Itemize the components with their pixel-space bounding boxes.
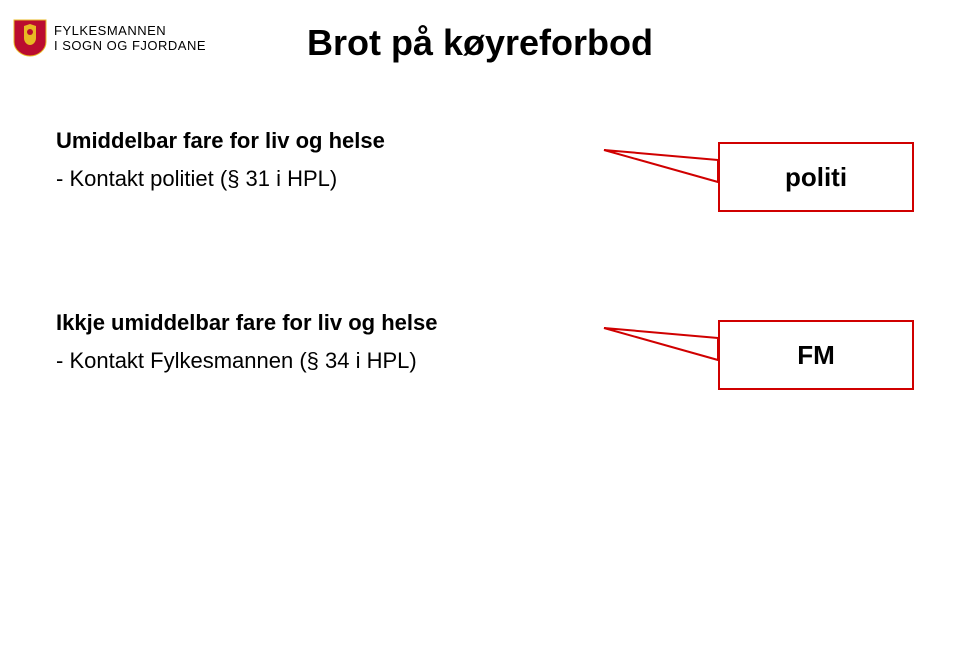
callout2-label: FM (797, 340, 835, 371)
slide: FYLKESMANNEN I SOGN OG FJORDANE Brot på … (0, 0, 960, 669)
callout2-box: FM (718, 320, 914, 390)
